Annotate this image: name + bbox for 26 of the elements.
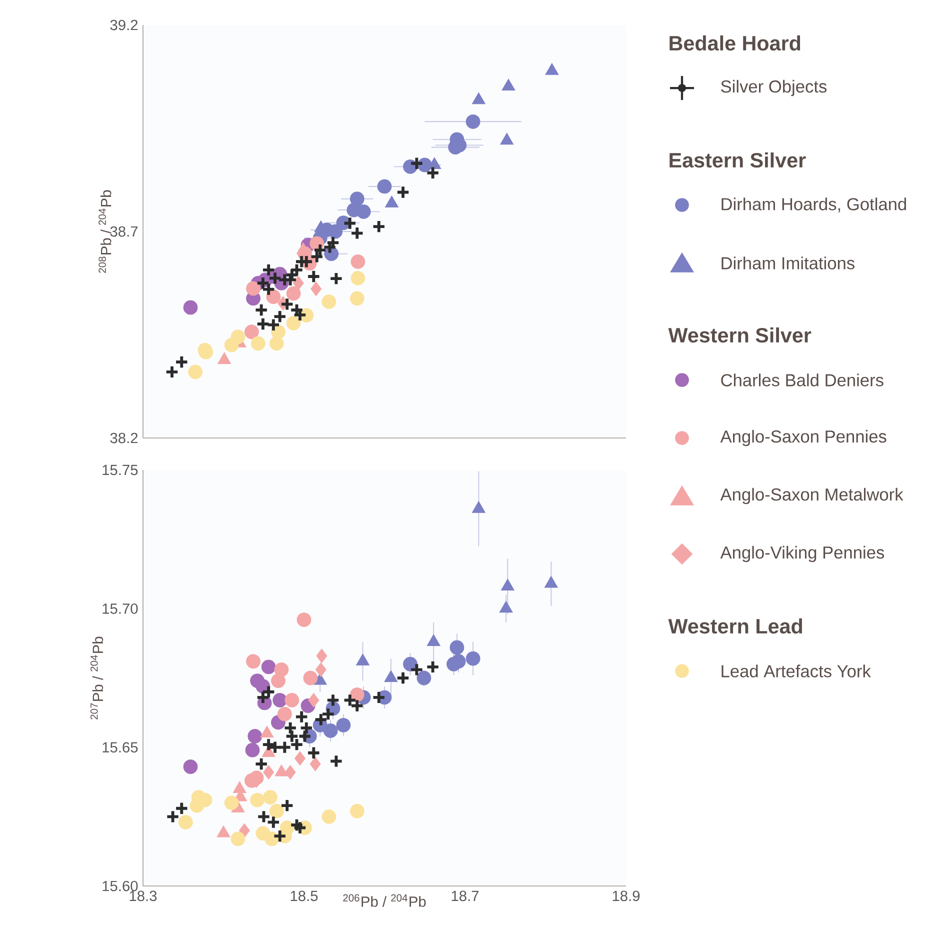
y-tick-label: 15.60: [102, 880, 138, 892]
x-tick-label: 18.9: [612, 890, 640, 902]
legend-label: Silver Objects: [721, 80, 827, 96]
y-tick-label: 38.2: [110, 432, 138, 444]
y-tick-label: 38.7: [110, 226, 138, 237]
x-axis-title: $^{206}$Pb / $^{204}$Pb: [343, 894, 426, 907]
text: Eastern Silver: [670, 152, 806, 168]
legend-label: Lead Artefacts York: [722, 664, 871, 678]
y-tick-label: 15.65: [102, 742, 138, 753]
text: Bedale Hoard: [670, 35, 800, 51]
legend-label: Dirham Imitations: [722, 256, 854, 270]
legend-label: Anglo-Saxon Metalwork: [720, 488, 904, 504]
x-tick-label: 18.3: [130, 890, 157, 902]
y-tick-label: 15.75: [102, 464, 138, 476]
text: Western Lead: [668, 618, 802, 634]
legend-label: Anglo-Viking Pennies: [720, 546, 884, 562]
text: Western Silver: [668, 327, 812, 343]
legend-label: Dirham Hoards, Gotland: [722, 198, 906, 212]
legend-label: Anglo-Saxon Pennies: [720, 430, 886, 446]
x-tick-label: 18.5: [290, 890, 318, 902]
legend-label: Charles Bald Deniers: [721, 374, 884, 386]
y-axis-title: $^{207}$Pb / $^{204}$Pb: [90, 636, 104, 720]
y-tick-label: 15.70: [102, 603, 138, 614]
y-axis-title: $^{208}$Pb / $^{204}$Pb: [98, 190, 112, 273]
y-tick-label: 39.2: [110, 20, 138, 30]
x-tick-label: 18.7: [452, 890, 479, 902]
